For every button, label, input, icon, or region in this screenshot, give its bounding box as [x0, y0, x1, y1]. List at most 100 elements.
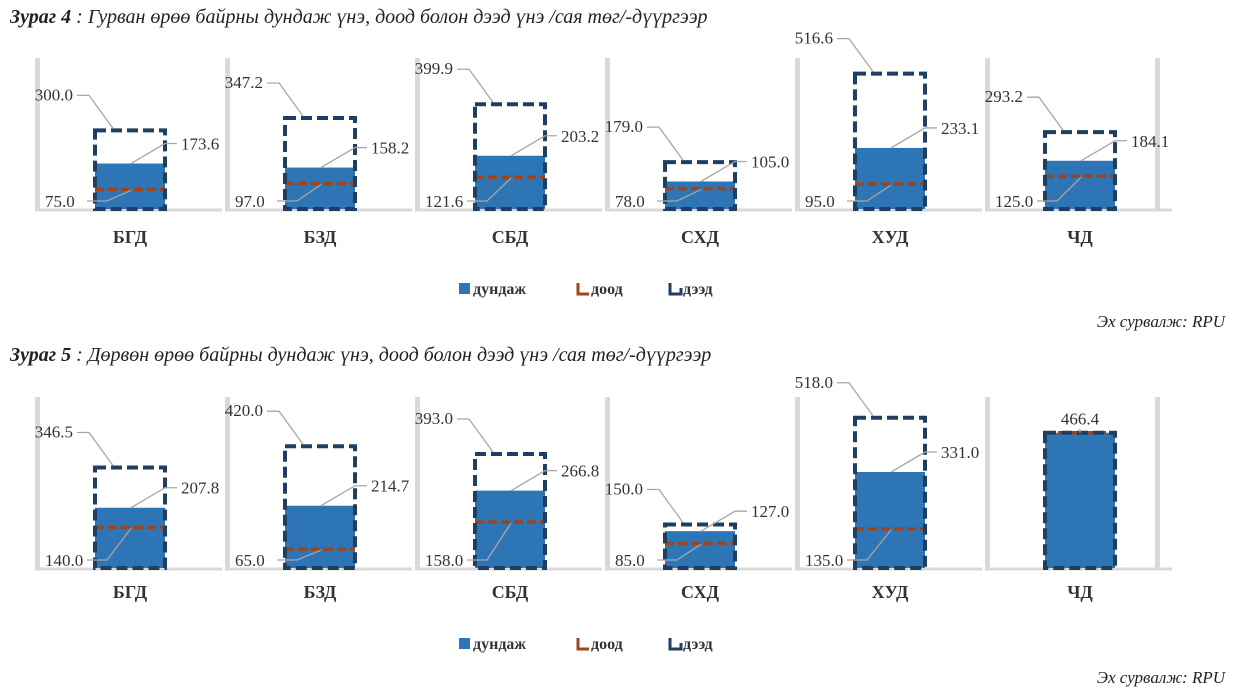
label-high: 150.0	[605, 480, 643, 499]
figure-4-title: Зураг 4 : Гурван өрөө байрны дундаж үнэ,…	[10, 6, 708, 29]
label-high: 399.9	[415, 59, 453, 78]
bar-avg	[665, 531, 735, 568]
panel-БЗД: 420.0 214.7 65.0 БЗД	[225, 397, 412, 602]
label-low: 65.0	[235, 551, 265, 570]
panel-rail-right	[1155, 58, 1160, 209]
label-avg: 127.0	[751, 502, 789, 521]
category-label: ХУД	[872, 227, 909, 247]
leader-high	[647, 488, 684, 523]
panel-rail	[985, 58, 990, 209]
leader-avg	[1080, 140, 1127, 162]
leader-avg	[320, 485, 367, 507]
box-high	[853, 71, 927, 211]
bar-avg	[855, 472, 925, 568]
panel-БЗД: 347.2 158.2 97.0 БЗД	[225, 58, 412, 247]
label-avg: 105.0	[751, 152, 789, 171]
panel-СХД: 150.0 127.0 85.0 СХД	[605, 397, 792, 602]
leader-high	[837, 38, 874, 73]
panel-rail	[985, 397, 990, 568]
panel-rail	[415, 58, 420, 209]
panel-rail	[795, 397, 800, 568]
leader-high	[77, 431, 114, 466]
panel-БГД: 346.5 207.8 140.0 БГД	[35, 397, 222, 602]
legend-high-swatch	[668, 283, 683, 296]
leader-avg	[700, 160, 747, 183]
bar-avg	[475, 490, 545, 568]
label-low: 125.0	[995, 192, 1033, 211]
box-high	[663, 522, 737, 570]
figure-5-source: Эх сурвалж: RPU	[1096, 668, 1225, 687]
label-high: 347.2	[225, 73, 263, 92]
figure-4-source: Эх сурвалж: RPU	[1096, 312, 1225, 331]
figure-5-title: Зураг 5 : Дөрвөн өрөө байрны дундаж үнэ,…	[10, 344, 711, 367]
leader-low	[657, 543, 702, 561]
label-low: 75.0	[45, 192, 75, 211]
leader-low	[87, 528, 132, 561]
legend-high-swatch	[668, 638, 683, 651]
leader-low	[657, 188, 702, 202]
panel-rail	[605, 58, 610, 209]
category-label: БГД	[113, 582, 148, 602]
label-high: 300.0	[35, 85, 73, 104]
leader-avg	[130, 487, 177, 509]
label-avg: 266.8	[561, 462, 599, 481]
leader-low	[467, 522, 512, 561]
panel-rail	[415, 397, 420, 568]
leader-high	[267, 410, 304, 445]
category-label: СБД	[492, 582, 529, 602]
label-high: 393.0	[415, 409, 453, 428]
leader-low	[1037, 176, 1082, 202]
label-avg: 184.1	[1131, 132, 1169, 151]
chart-figure-4: 300.0 173.6 75.0 БГД 347.2 158.2 97.0 БЗД 399.9 2…	[35, 29, 1172, 298]
panel-rail	[795, 58, 800, 209]
category-label: СХД	[681, 227, 720, 247]
bar-avg	[475, 155, 545, 209]
leader-low	[847, 529, 892, 561]
panel-rail	[225, 58, 230, 209]
box-high	[853, 415, 927, 570]
panel-rail	[35, 58, 40, 209]
leader-low	[847, 184, 892, 202]
figure-4-title-text: : Гурван өрөө байрны дундаж үнэ, доод бо…	[71, 6, 708, 28]
label-avg: 203.2	[561, 127, 599, 146]
box-high	[93, 465, 167, 570]
leader-avg	[890, 451, 937, 473]
legend-avg-swatch	[459, 638, 470, 649]
legend-low-label: доод	[591, 281, 623, 298]
panel-rail	[225, 397, 230, 568]
leader-avg	[700, 510, 747, 532]
leader-high	[77, 94, 114, 129]
label-low: 135.0	[805, 551, 843, 570]
leader-avg	[510, 135, 557, 157]
box-high	[93, 128, 167, 211]
category-label: ХУД	[872, 582, 909, 602]
label-low: 95.0	[805, 192, 835, 211]
label-high: 346.5	[35, 423, 73, 442]
bar-avg	[1045, 432, 1115, 568]
category-label: СХД	[681, 582, 720, 602]
legend-high-label: дээд	[683, 636, 713, 653]
figure-5-title-label: Зураг 5	[10, 344, 72, 366]
bar-avg	[285, 167, 355, 209]
label-avg: 158.2	[371, 139, 409, 158]
leader-high	[457, 68, 494, 103]
panel-ЧД: 466.4 ЧД	[985, 397, 1172, 602]
legend-low-label: доод	[591, 636, 623, 653]
legend: дундаж доод дээд	[459, 636, 713, 653]
label-high: 293.2	[985, 87, 1023, 106]
label-avg: 331.0	[941, 443, 979, 462]
leader-high	[837, 382, 874, 417]
figure-5-title-text: : Дөрвөн өрөө байрны дундаж үнэ, доод бо…	[71, 344, 712, 366]
panel-ЧД: 293.2 184.1 125.0 ЧД	[985, 58, 1172, 247]
panel-ХУД: 516.6 233.1 95.0 ХУД	[795, 29, 982, 247]
category-label: ЧД	[1067, 582, 1093, 602]
bar-avg	[285, 505, 355, 568]
label-avg: 214.7	[371, 477, 410, 496]
label-high: 516.6	[795, 29, 833, 48]
category-label: ЧД	[1067, 227, 1093, 247]
label-high: 179.0	[605, 117, 643, 136]
box-high	[663, 160, 737, 212]
legend-avg-label: дундаж	[473, 281, 526, 298]
panel-СБД: 393.0 266.8 158.0 СБД	[415, 397, 602, 602]
category-label: СБД	[492, 227, 529, 247]
